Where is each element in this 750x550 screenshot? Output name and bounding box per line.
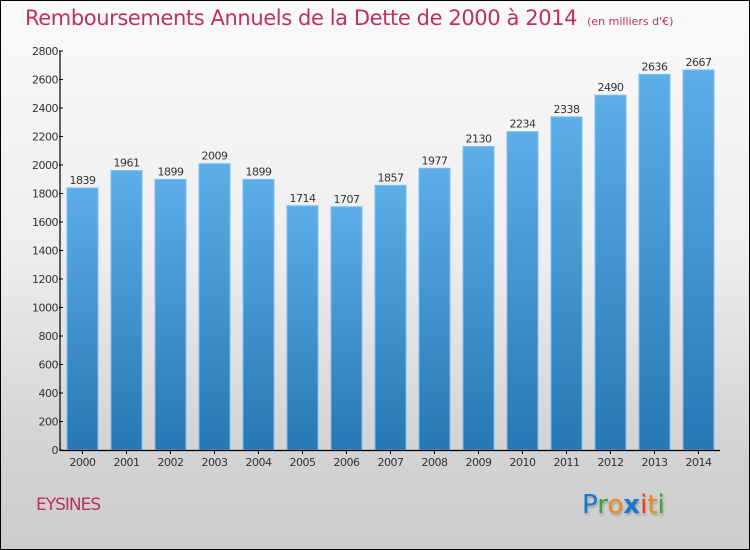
x-tick-label-2010: 2010: [510, 456, 536, 469]
bar-2006: [330, 206, 363, 451]
bar-2010: [506, 131, 539, 451]
logo-letter: t: [647, 490, 658, 520]
value-label-2014: 2667: [686, 56, 712, 69]
bar-2000: [66, 187, 99, 451]
y-tick-label-1200: 1200: [32, 273, 58, 286]
y-tick-label-1800: 1800: [32, 188, 58, 201]
x-tick-label-2004: 2004: [246, 456, 272, 469]
y-tick-label-2200: 2200: [32, 131, 58, 144]
x-tick-label-2013: 2013: [642, 456, 668, 469]
value-label-2001: 1961: [114, 157, 140, 170]
bar-2009: [462, 145, 495, 451]
bar-2002: [154, 178, 187, 451]
value-label-2006: 1707: [334, 193, 360, 206]
x-tick-label-2014: 2014: [686, 456, 712, 469]
value-label-2012: 2490: [598, 81, 624, 94]
bar-2013: [638, 73, 671, 451]
value-label-2003: 2009: [202, 150, 228, 163]
value-label-2002: 1899: [158, 165, 184, 178]
value-label-2009: 2130: [466, 132, 492, 145]
y-tick-label-200: 200: [39, 416, 59, 429]
logo-letter: r: [597, 490, 608, 520]
x-tick-label-2012: 2012: [598, 456, 624, 469]
bar-2005: [286, 205, 319, 451]
bars-group: [66, 69, 715, 451]
x-tick-label-2001: 2001: [114, 456, 140, 469]
x-tick-label-2009: 2009: [466, 456, 492, 469]
value-label-2004: 1899: [246, 165, 272, 178]
value-label-2010: 2234: [510, 118, 536, 131]
value-labels-group: 1839 1961 1899 2009 1899 1714 1707 1857 1977 2130…: [70, 56, 713, 206]
logo-letter: P: [582, 490, 598, 520]
y-tick-label-2800: 2800: [32, 45, 58, 58]
bar-2004: [242, 178, 275, 451]
y-tick-label-1400: 1400: [32, 245, 58, 258]
chart-title: Remboursements Annuels de la Dette de 20…: [25, 6, 673, 30]
x-tick-label-2011: 2011: [554, 456, 580, 469]
value-label-2000: 1839: [70, 174, 96, 187]
y-tick-label-2400: 2400: [32, 102, 58, 115]
chart-title-text: Remboursements Annuels de la Dette de 20…: [25, 6, 578, 30]
y-tick-label-0: 0: [52, 444, 59, 457]
bar-2012: [594, 94, 627, 451]
chart-unit: (en milliers d'€): [587, 15, 674, 28]
x-tick-label-2000: 2000: [70, 456, 96, 469]
value-label-2007: 1857: [378, 171, 404, 184]
x-tick-label-2005: 2005: [290, 456, 316, 469]
value-label-2008: 1977: [422, 154, 448, 167]
y-tick-label-400: 400: [39, 387, 59, 400]
city-name: EYSINES: [36, 495, 101, 515]
logo-letter: i: [657, 490, 665, 520]
logo-letter: i: [640, 490, 648, 520]
value-label-2005: 1714: [290, 192, 316, 205]
x-axis: 2000 2001 2002 2003 2004 2005 2006 2007 2008 2009…: [60, 449, 720, 469]
y-tick-label-600: 600: [39, 359, 59, 372]
proxiti-logo[interactable]: Proxiti: [582, 490, 665, 520]
bar-2001: [110, 170, 143, 451]
logo-letter: o: [607, 490, 624, 520]
bar-2007: [374, 184, 407, 451]
logo-letter: x: [623, 490, 641, 520]
y-tick-label-2000: 2000: [32, 159, 58, 172]
y-tick-label-2600: 2600: [32, 74, 58, 87]
x-tick-label-2008: 2008: [422, 456, 448, 469]
x-tick-label-2002: 2002: [158, 456, 184, 469]
x-tick-label-2007: 2007: [378, 456, 404, 469]
value-label-2013: 2636: [642, 60, 668, 73]
bar-2008: [418, 167, 451, 451]
x-tick-label-2006: 2006: [334, 456, 360, 469]
y-tick-label-800: 800: [39, 330, 59, 343]
y-tick-label-1000: 1000: [32, 302, 58, 315]
x-tick-label-2003: 2003: [202, 456, 228, 469]
bar-2003: [198, 163, 231, 451]
bar-2011: [550, 116, 583, 451]
value-label-2011: 2338: [554, 103, 580, 116]
y-tick-label-1600: 1600: [32, 216, 58, 229]
y-axis: 0 200 400 600 800 1000 1200 1400 1600 1800 2000 220…: [32, 45, 63, 457]
bar-2014: [682, 69, 715, 451]
